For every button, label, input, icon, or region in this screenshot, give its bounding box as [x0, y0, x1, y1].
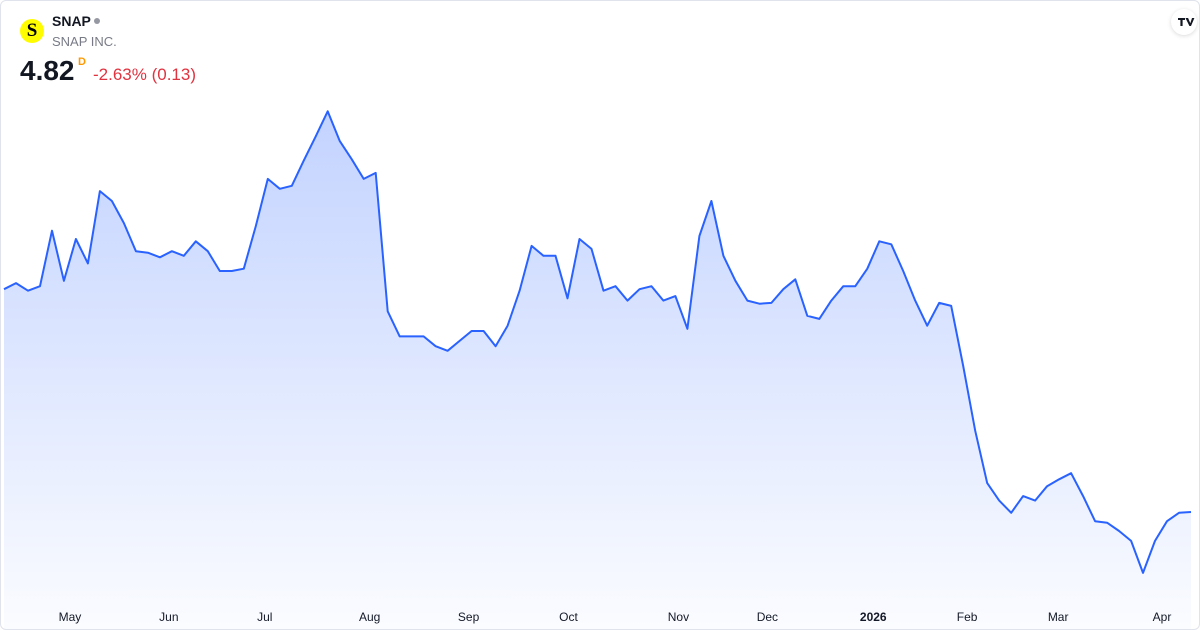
- company-name: SNAP INC.: [52, 34, 117, 49]
- brand-logo[interactable]: [1171, 9, 1197, 35]
- price-line: [3, 110, 1192, 574]
- status-dot: [94, 18, 100, 24]
- price-change: -2.63% (0.13): [93, 65, 196, 84]
- price: 4.82: [20, 55, 75, 86]
- brand-icon: [1178, 18, 1195, 26]
- resolution: D: [78, 56, 86, 68]
- area-fill: [4, 111, 1191, 629]
- brand-mark: [1178, 18, 1195, 26]
- symbol[interactable]: SNAP: [52, 13, 91, 29]
- logo: S: [20, 19, 44, 43]
